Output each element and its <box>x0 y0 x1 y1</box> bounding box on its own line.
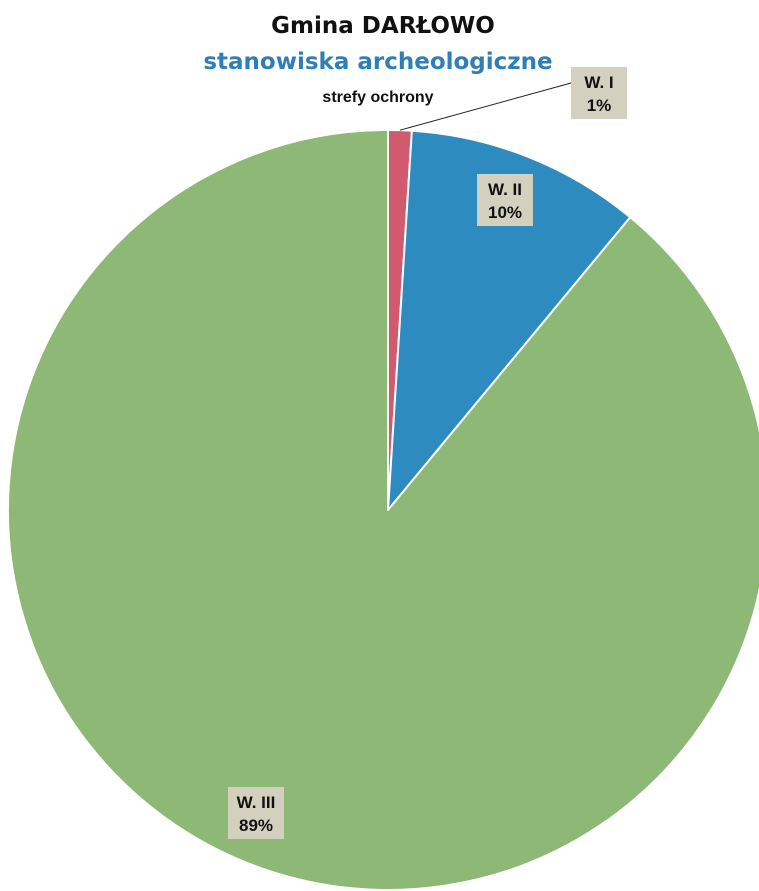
data-label-category: W. II <box>488 180 522 199</box>
leader-line <box>399 82 572 131</box>
data-label-category: W. I <box>584 73 613 92</box>
data-label-box <box>571 67 627 119</box>
chart-subtitle: stanowiska archeologiczne <box>203 49 552 75</box>
data-label-value: 1% <box>587 96 612 115</box>
chart-title: Gmina DARŁOWO <box>271 13 495 39</box>
data-label-box <box>228 787 284 839</box>
data-labels: W. I 1% W. II 10% W. III 89% <box>228 67 627 839</box>
data-label-value: 89% <box>239 816 273 835</box>
data-label-box <box>477 174 533 226</box>
data-label-category: W. III <box>237 793 276 812</box>
leader-lines <box>399 82 572 131</box>
data-label-value: 10% <box>488 203 522 222</box>
pie-slice-w-ii <box>387 129 632 511</box>
chart-subsubtitle: strefy ochrony <box>322 89 433 106</box>
pie-slices <box>7 129 759 891</box>
pie-slice-w-iii <box>7 129 759 891</box>
